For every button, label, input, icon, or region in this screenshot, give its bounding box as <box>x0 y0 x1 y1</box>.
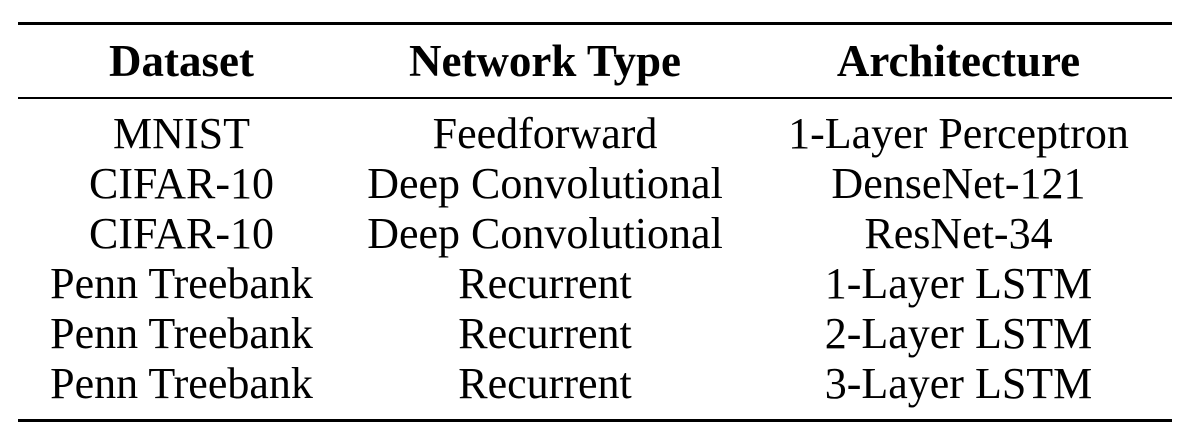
header-row: Dataset Network Type Architecture <box>18 23 1172 98</box>
cell-dataset: Penn Treebank <box>50 359 313 408</box>
cell-architecture: 1-Layer Perceptron <box>788 109 1129 158</box>
cell-architecture: 3-Layer LSTM <box>824 359 1093 408</box>
cell-architecture: 2-Layer LSTM <box>824 309 1093 358</box>
cell-dataset: CIFAR-10 <box>89 159 274 208</box>
header-dataset: Dataset <box>109 36 254 86</box>
cell-network-type: Deep Convolutional <box>367 159 723 208</box>
header-network-type: Network Type <box>408 36 682 86</box>
table-body: MNIST Feedforward 1-Layer Perceptron CIF… <box>18 98 1172 421</box>
cell-architecture: ResNet-34 <box>864 209 1053 258</box>
cell-architecture: DenseNet-121 <box>831 159 1086 208</box>
table-row: Penn Treebank Recurrent 2-Layer LSTM <box>18 309 1172 359</box>
cell-network-type: Recurrent <box>458 359 632 408</box>
table-header: Dataset Network Type Architecture <box>18 23 1172 98</box>
cell-dataset: CIFAR-10 <box>89 209 274 258</box>
table-row: CIFAR-10 Deep Convolutional DenseNet-121 <box>18 159 1172 209</box>
table-row: CIFAR-10 Deep Convolutional ResNet-34 <box>18 209 1172 259</box>
table-row: Penn Treebank Recurrent 1-Layer LSTM <box>18 259 1172 309</box>
cell-dataset: MNIST <box>113 109 250 158</box>
table-row: MNIST Feedforward 1-Layer Perceptron <box>18 98 1172 159</box>
cell-network-type: Feedforward <box>432 109 658 158</box>
table-row: Penn Treebank Recurrent 3-Layer LSTM <box>18 359 1172 421</box>
cell-network-type: Recurrent <box>458 309 632 358</box>
cell-architecture: 1-Layer LSTM <box>824 259 1093 308</box>
cell-dataset: Penn Treebank <box>50 259 313 308</box>
cell-network-type: Recurrent <box>458 259 632 308</box>
architecture-table: Dataset Network Type Architecture MNIST … <box>18 22 1172 422</box>
cell-dataset: Penn Treebank <box>50 309 313 358</box>
header-architecture: Architecture <box>836 36 1081 86</box>
cell-network-type: Deep Convolutional <box>367 209 723 258</box>
results-table-container: Dataset Network Type Architecture MNIST … <box>18 22 1172 422</box>
